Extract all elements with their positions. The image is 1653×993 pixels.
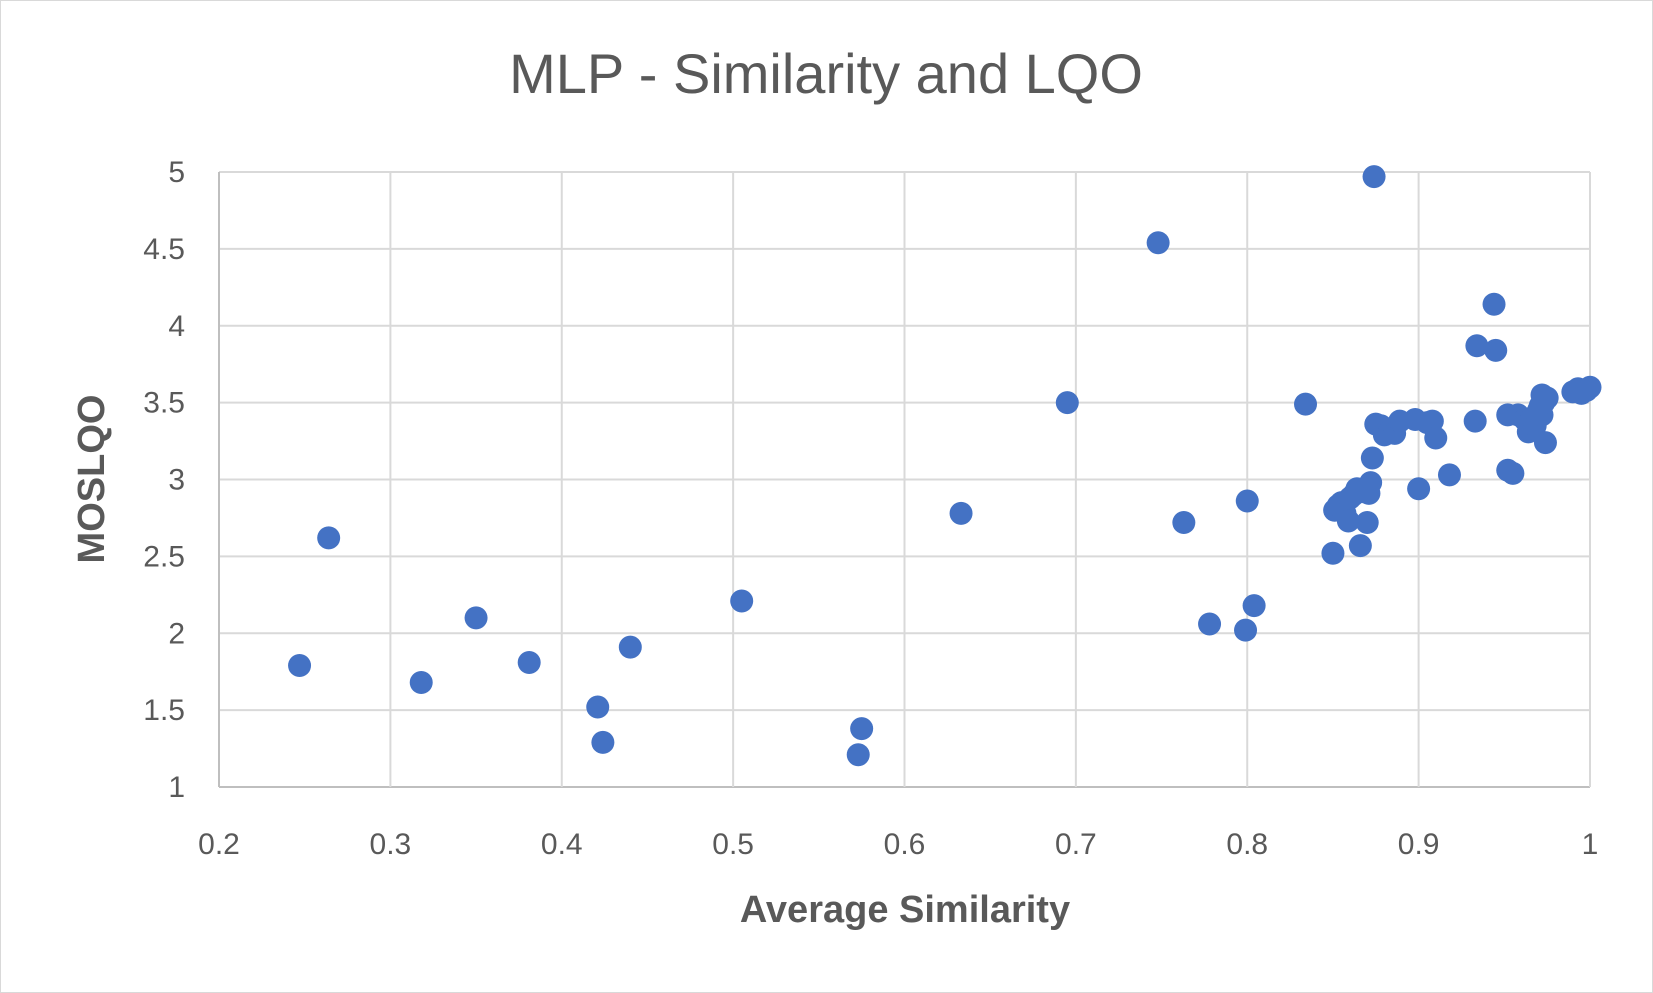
data-point (949, 501, 973, 525)
x-tick-label: 0.3 (370, 828, 412, 861)
data-point (1407, 477, 1431, 501)
data-point (317, 526, 341, 550)
data-point (1198, 612, 1222, 636)
data-point (1355, 511, 1379, 535)
data-point (1437, 463, 1461, 487)
data-point (1146, 231, 1170, 255)
data-point (1348, 534, 1372, 558)
data-point (1482, 292, 1506, 316)
y-tick-label: 3.5 (143, 387, 185, 420)
data-point (517, 650, 541, 674)
data-point (850, 717, 874, 741)
data-point (1463, 409, 1487, 433)
x-tick-label: 0.2 (198, 828, 240, 861)
data-point (1501, 461, 1525, 485)
x-axis-title: Average Similarity (740, 889, 1070, 931)
x-tick-label: 0.5 (712, 828, 754, 861)
x-tick-label: 0.6 (884, 828, 926, 861)
y-tick-label: 2 (168, 617, 185, 650)
y-tick-label: 1 (168, 771, 185, 804)
y-tick-label: 1.5 (143, 694, 185, 727)
data-point (409, 670, 433, 694)
data-point (586, 695, 610, 719)
x-tick-label: 0.9 (1398, 828, 1440, 861)
data-point (1172, 511, 1196, 535)
data-point (1242, 594, 1266, 618)
data-point (1533, 431, 1557, 455)
data-point (1359, 471, 1383, 495)
y-axis-title: MOSLQO (71, 395, 113, 564)
y-tick-label: 5 (168, 156, 185, 189)
data-point (1234, 618, 1258, 642)
data-point (1484, 338, 1508, 362)
y-tick-label: 3 (168, 464, 185, 497)
data-point (1336, 509, 1360, 533)
data-point (1535, 386, 1559, 410)
y-tick-label: 4.5 (143, 233, 185, 266)
data-point (1424, 426, 1448, 450)
x-tick-label: 1 (1582, 828, 1599, 861)
data-point (1578, 375, 1602, 399)
data-points (288, 165, 1602, 767)
gridlines (218, 171, 1591, 788)
x-tick-label: 0.7 (1055, 828, 1097, 861)
data-point (1235, 489, 1259, 513)
data-point (464, 606, 488, 630)
y-tick-label: 2.5 (143, 540, 185, 573)
chart-title: MLP - Similarity and LQO (509, 42, 1143, 105)
data-point (618, 635, 642, 659)
data-point (591, 730, 615, 754)
data-point (1360, 446, 1384, 470)
x-tick-label: 0.8 (1226, 828, 1268, 861)
tick-labels: 1 1.5 2 2.5 3 3.5 4 4.5 5 0.2 0.3 0.4 0.5 0.6 0.7 0.8 0.… (143, 156, 1598, 861)
data-point (1321, 541, 1345, 565)
data-point (288, 654, 312, 678)
x-tick-label: 0.4 (541, 828, 583, 861)
y-tick-label: 4 (168, 310, 185, 343)
data-point (1362, 165, 1386, 189)
data-point (1465, 334, 1489, 358)
data-point (846, 743, 870, 767)
data-point (730, 589, 754, 613)
data-point (1294, 392, 1318, 416)
data-point (1055, 391, 1079, 415)
